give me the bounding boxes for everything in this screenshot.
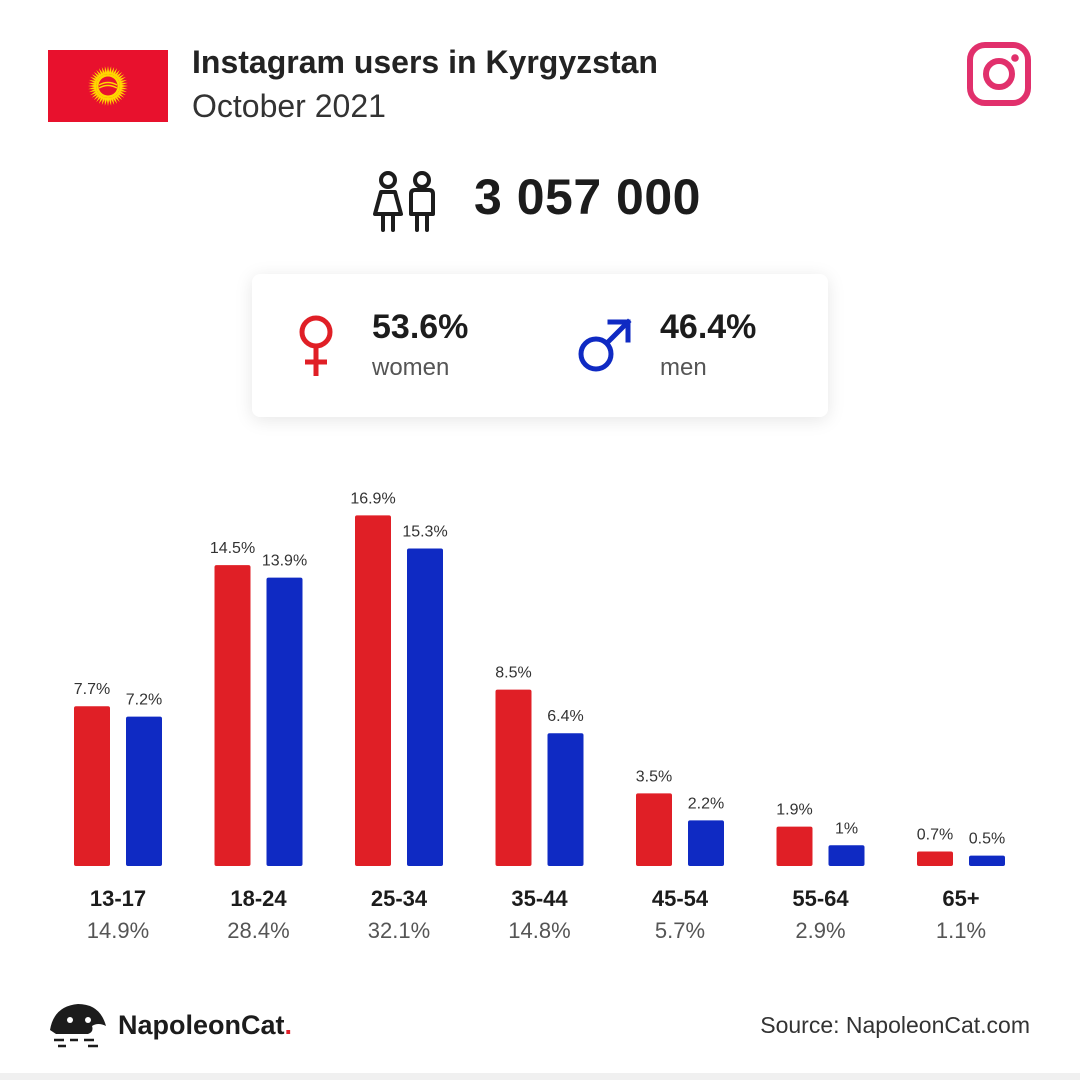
kyrgyzstan-flag-icon [48,50,168,122]
female-symbol-icon [299,315,333,376]
men-label: men [660,354,707,381]
gender-split-card: 53.6% women 46.4% men [252,274,828,417]
category-label-55-64: 55-64 [792,886,849,911]
category-label-45-54: 45-54 [652,886,709,911]
bar-men-25-34 [407,548,443,866]
bar-women-25-34 [355,515,391,866]
instagram-icon [967,42,1031,106]
category-total-35-44: 14.8% [508,918,570,943]
data-label-men-35-44: 6.4% [547,708,583,725]
category-total-55-64: 2.9% [795,918,845,943]
napoleoncat-logo-icon [50,1004,106,1048]
bar-men-65+ [969,855,1005,866]
women-label: women [372,354,450,381]
brand-dot: . [284,1010,293,1040]
data-label-men-45-54: 2.2% [688,795,724,812]
data-label-women-18-24: 14.5% [210,540,255,557]
data-label-women-55-64: 1.9% [776,802,812,819]
data-label-men-65+: 0.5% [969,831,1005,848]
page-title: Instagram users in Kyrgyzstan [192,44,658,80]
total-users-count: 3 057 000 [474,169,701,225]
category-label-25-34: 25-34 [371,886,428,911]
bar-women-45-54 [636,793,672,866]
data-label-men-25-34: 15.3% [402,524,447,541]
category-total-18-24: 28.4% [227,918,289,943]
data-label-women-25-34: 16.9% [350,490,395,507]
category-label-18-24: 18-24 [230,886,287,911]
men-percentage: 46.4% [660,308,757,346]
bar-women-35-44 [495,689,532,866]
data-label-men-18-24: 13.9% [262,553,307,570]
category-total-13-17: 14.9% [87,918,149,943]
data-label-women-13-17: 7.7% [74,681,110,698]
brand-name: NapoleonCat [118,1010,285,1040]
bar-women-13-17 [74,706,110,866]
flag-sun [88,66,128,106]
bar-men-45-54 [688,820,724,866]
bar-men-55-64 [828,845,865,866]
data-label-women-45-54: 3.5% [636,768,672,785]
footer-divider [0,1073,1080,1080]
male-symbol-icon [578,318,632,372]
bar-women-55-64 [776,826,813,866]
age-gender-bar-chart: 7.7% 7.2% 13-17 14.9% 14.5% 13.9% 18-24 28.4% 16… [74,490,1005,943]
category-label-65+: 65+ [942,886,979,911]
bar-men-13-17 [126,716,162,866]
bar-men-35-44 [547,733,584,866]
category-total-25-34: 32.1% [368,918,430,943]
category-total-45-54: 5.7% [655,918,705,943]
bar-men-18-24 [266,577,303,866]
data-label-men-55-64: 1% [835,820,858,837]
category-label-13-17: 13-17 [90,886,146,911]
category-label-35-44: 35-44 [511,886,568,911]
napoleoncat-brand: NapoleonCat. [118,1010,292,1041]
bar-women-65+ [917,851,953,866]
data-label-men-13-17: 7.2% [126,692,162,709]
people-icon [373,171,435,232]
category-total-65+: 1.1% [936,918,986,943]
data-label-women-35-44: 8.5% [495,665,531,682]
bar-women-18-24 [214,565,251,866]
women-percentage: 53.6% [372,308,469,346]
data-label-women-65+: 0.7% [917,826,953,843]
page-subtitle: October 2021 [192,88,386,124]
source-credit: Source: NapoleonCat.com [760,1012,1030,1038]
